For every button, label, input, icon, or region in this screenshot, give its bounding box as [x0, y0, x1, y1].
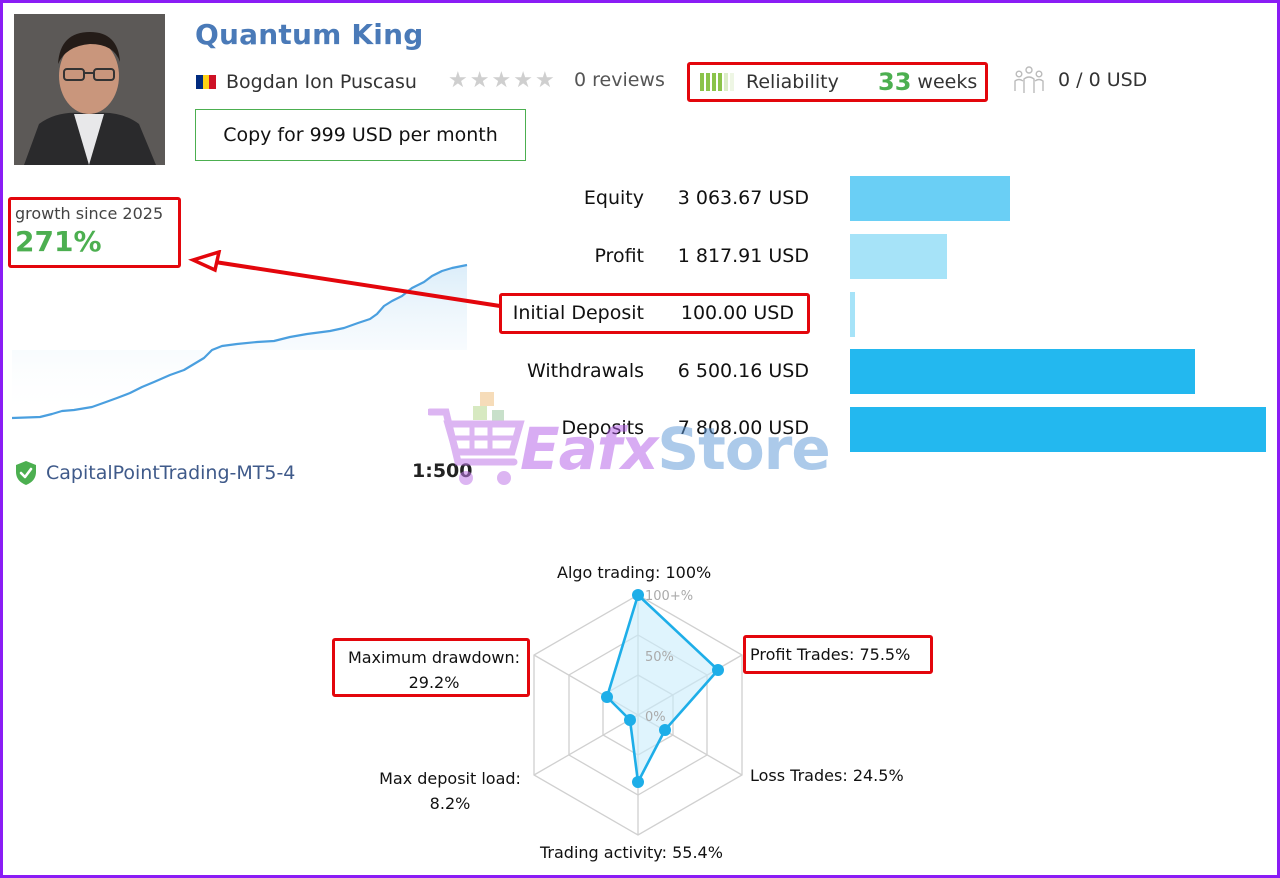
rating-stars[interactable]: ★ ★ ★ ★ ★: [448, 70, 555, 92]
weeks-value: 33: [878, 68, 912, 96]
romania-flag-icon: [196, 75, 217, 89]
broker-name: CapitalPointTrading-MT5-4: [46, 462, 296, 484]
balance-row-profit: Profit 1 817.91 USD: [480, 236, 809, 276]
star-icon: ★: [491, 68, 512, 93]
leverage-value: 1:500: [412, 460, 473, 482]
withdrawals-bar: [850, 349, 1195, 394]
balance-value: 6 500.16 USD: [677, 360, 809, 382]
balance-label: Deposits: [561, 417, 644, 439]
profit-trades-highlight-box: [743, 635, 933, 674]
deposits-bar: [850, 407, 1266, 452]
radar-label-max-deposit-load: Max deposit load: 8.2%: [379, 769, 521, 813]
growth-label: growth since 2025: [15, 204, 164, 223]
profit-bar: [850, 234, 947, 279]
ring-label-50: 50%: [645, 650, 674, 665]
balance-row-deposits: Deposits 7 808.00 USD: [480, 408, 809, 448]
radar-label-trading-activity: Trading activity: 55.4%: [540, 843, 723, 862]
verified-shield-icon: [16, 461, 36, 485]
star-icon: ★: [534, 68, 555, 93]
balance-value: 7 808.00 USD: [677, 417, 809, 439]
author-name[interactable]: Bogdan Ion Puscasu: [226, 71, 417, 93]
reviews-link[interactable]: 0 reviews: [574, 69, 665, 91]
balance-value: 100.00 USD: [680, 302, 794, 324]
growth-line-chart[interactable]: [12, 230, 472, 430]
balance-value: 3 063.67 USD: [677, 187, 809, 209]
balance-row-withdrawals: Withdrawals 6 500.16 USD: [480, 351, 809, 391]
portrait-image: [14, 14, 165, 165]
growth-value: 271%: [15, 225, 102, 258]
radar-label-loss-trades: Loss Trades: 24.5%: [750, 766, 904, 785]
radar-label-algo-trading: Algo trading: 100%: [557, 563, 712, 582]
star-icon: ★: [513, 68, 533, 93]
ring-label-100: 100+%: [645, 589, 693, 604]
star-icon: ★: [469, 68, 490, 93]
avatar[interactable]: [14, 14, 165, 165]
max-drawdown-highlight-box: [332, 638, 530, 697]
balance-value: 1 817.91 USD: [677, 245, 809, 267]
broker-server[interactable]: CapitalPointTrading-MT5-4: [14, 460, 295, 486]
reliability-bars-icon: [700, 73, 734, 91]
ring-label-0: 0%: [645, 710, 666, 725]
subscribers-count: 0 / 0 USD: [1058, 69, 1148, 91]
initial-deposit-highlight-box: [499, 293, 810, 334]
balance-label: Initial Deposit: [512, 302, 644, 324]
initial-deposit-bar: [850, 292, 855, 337]
equity-bar: [850, 176, 1010, 221]
reliability-badge: Reliability 33 weeks: [687, 62, 988, 102]
subscribers-icon: [1013, 65, 1045, 99]
radar-chart[interactable]: 100+% 50% 0%: [520, 580, 760, 840]
balance-row-equity: Equity 3 063.67 USD: [480, 178, 809, 218]
radar-label-max-drawdown: Maximum drawdown: 29.2%: [347, 648, 521, 692]
balance-label: Withdrawals: [526, 360, 644, 382]
weeks-unit: weeks: [917, 71, 978, 93]
balance-row-initial-deposit: Initial Deposit 100.00 USD: [480, 293, 794, 333]
balance-label: Profit: [594, 245, 644, 267]
growth-highlight-box: growth since 2025 271%: [8, 197, 181, 268]
star-icon: ★: [448, 68, 468, 93]
copy-subscribe-button[interactable]: Copy for 999 USD per month: [195, 109, 526, 161]
reliability-label: Reliability: [746, 71, 839, 93]
signal-title[interactable]: Quantum King: [195, 18, 424, 51]
author-row: Bogdan Ion Puscasu: [196, 68, 417, 96]
radar-label-profit-trades: Profit Trades: 75.5%: [750, 645, 911, 664]
balance-label: Equity: [583, 187, 644, 209]
annotation-arrow-icon: [188, 250, 501, 308]
